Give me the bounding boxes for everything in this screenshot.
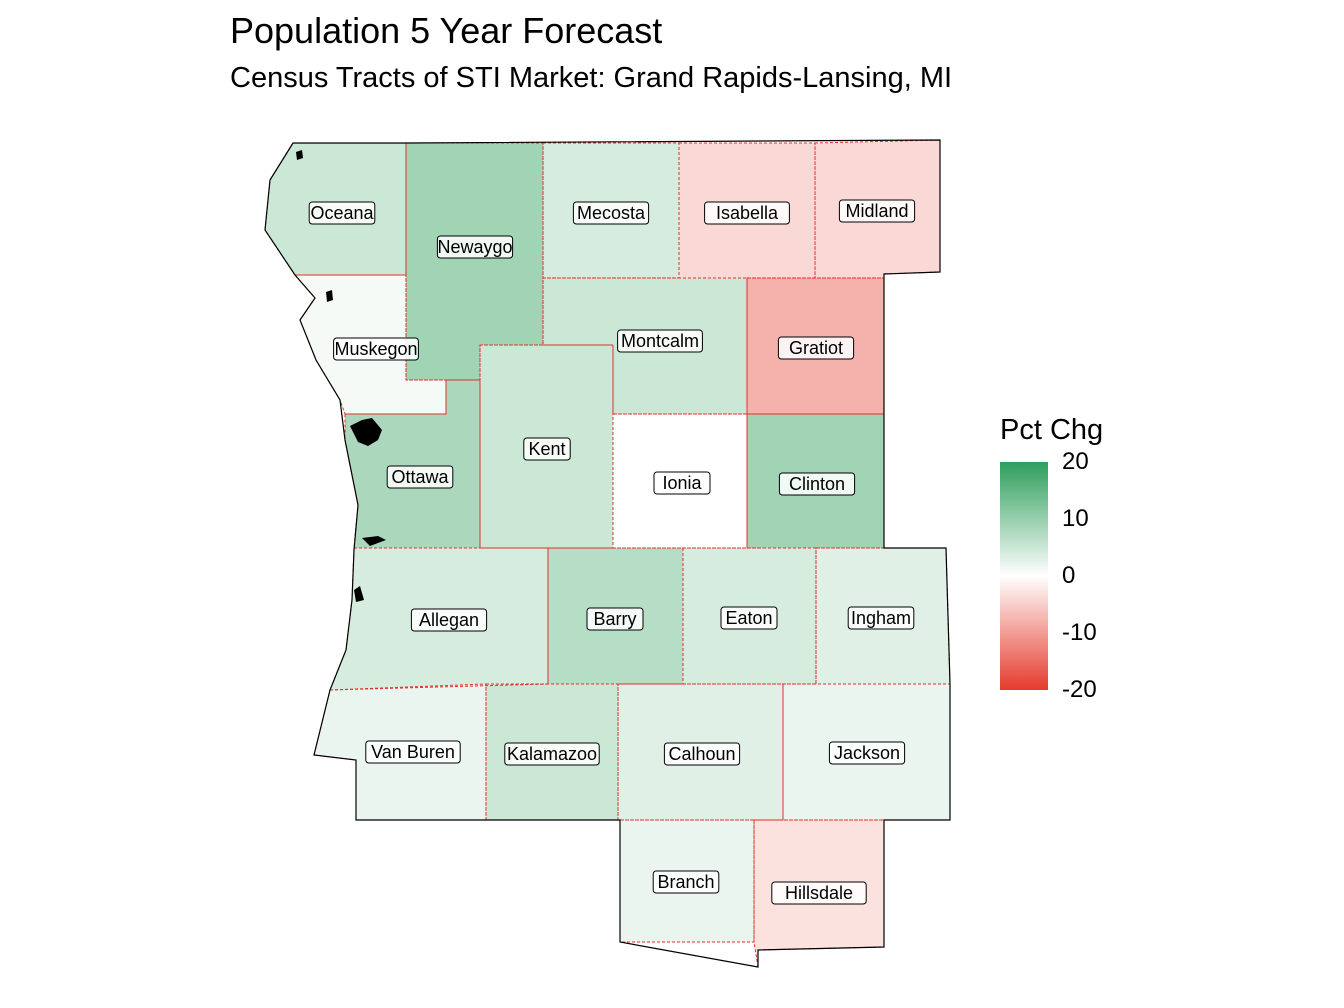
county-label-text: Eaton [725, 608, 772, 628]
county-label-text: Kalamazoo [507, 744, 597, 764]
county-label-text: Kent [528, 439, 565, 459]
county-label-text: Barry [593, 609, 636, 629]
county-label-hillsdale: Hillsdale [771, 881, 867, 905]
county-label-ottawa: Ottawa [386, 465, 454, 489]
county-fills [265, 140, 950, 967]
county-label-newaygo: Newaygo [436, 235, 514, 259]
county-label-box [828, 741, 906, 765]
legend-tick-label: 0 [1062, 562, 1076, 589]
county-label-text: Jackson [834, 743, 900, 763]
county-label-text: Van Buren [371, 742, 455, 762]
county-label-text: Branch [657, 872, 714, 892]
county-border-newaygo [405, 142, 544, 381]
legend-tick-label: -20 [1062, 676, 1097, 703]
county-label-branch: Branch [652, 870, 720, 894]
county-label-montcalm: Montcalm [617, 329, 703, 353]
county-label-text: Isabella [716, 203, 779, 223]
county-label-kent: Kent [523, 437, 571, 461]
county-label-box [771, 881, 867, 905]
county-label-box [778, 472, 856, 496]
county-label-box [436, 235, 514, 259]
map-title: Population 5 Year Forecast [230, 10, 663, 51]
county-label-box [386, 465, 454, 489]
county-label-text: Allegan [419, 610, 479, 630]
county-label-box [720, 606, 778, 630]
county-label-jackson: Jackson [828, 741, 906, 765]
county-label-text: Montcalm [621, 331, 699, 351]
county-label-kalamazoo: Kalamazoo [504, 742, 600, 766]
county-label-box [777, 336, 855, 360]
county-label-box [617, 329, 703, 353]
county-label-ionia: Ionia [653, 471, 711, 495]
map-subtitle: Census Tracts of STI Market: Grand Rapid… [230, 62, 953, 94]
county-label-box [410, 608, 488, 632]
county-label-box [523, 437, 571, 461]
county-label-oceana: Oceana [308, 201, 376, 225]
county-label-box [365, 740, 461, 764]
county-label-text: Ingham [851, 608, 911, 628]
legend-color-bar [1000, 462, 1048, 690]
county-label-van-buren: Van Buren [365, 740, 461, 764]
county-label-text: Ottawa [391, 467, 449, 487]
lakeshore-islands [296, 150, 386, 602]
county-label-clinton: Clinton [778, 472, 856, 496]
county-label-box [308, 201, 376, 225]
county-border-clinton [746, 413, 885, 549]
county-label-gratiot: Gratiot [777, 336, 855, 360]
county-label-box [847, 606, 915, 630]
legend-tick-label: 20 [1062, 448, 1089, 475]
county-label-box [333, 337, 419, 361]
legend-tick-label: 10 [1062, 505, 1089, 532]
legend-title: Pct Chg [1000, 414, 1104, 446]
county-label-ingham: Ingham [847, 606, 915, 630]
county-label-allegan: Allegan [410, 608, 488, 632]
county-ottawa [345, 380, 480, 548]
county-label-text: Gratiot [789, 338, 843, 358]
county-label-mecosta: Mecosta [572, 201, 650, 225]
county-label-eaton: Eaton [720, 606, 778, 630]
county-label-box [704, 201, 790, 225]
county-label-text: Calhoun [668, 744, 735, 764]
county-label-barry: Barry [586, 607, 644, 631]
county-label-text: Oceana [310, 203, 374, 223]
county-label-box [572, 201, 650, 225]
county-border-eaton [682, 547, 817, 685]
county-labels: Oceana Newaygo Mecosta Isabella Midland Muske… [308, 199, 916, 905]
county-label-box [504, 742, 600, 766]
county-label-midland: Midland [838, 199, 916, 223]
county-label-text: Clinton [789, 474, 845, 494]
county-label-box [586, 607, 644, 631]
county-label-muskegon: Muskegon [333, 337, 419, 361]
county-newaygo [406, 143, 543, 380]
county-label-text: Ionia [662, 473, 702, 493]
county-label-text: Muskegon [334, 339, 417, 359]
county-label-box [838, 199, 916, 223]
legend-tick-label: -10 [1062, 619, 1097, 646]
county-label-text: Midland [845, 201, 908, 221]
market-outline [264, 139, 951, 968]
county-label-box [663, 742, 741, 766]
county-label-text: Newaygo [437, 237, 512, 257]
county-label-text: Mecosta [577, 203, 646, 223]
county-label-text: Hillsdale [785, 883, 853, 903]
county-label-box [653, 471, 711, 495]
county-label-calhoun: Calhoun [663, 742, 741, 766]
county-label-isabella: Isabella [704, 201, 790, 225]
county-label-box [652, 870, 720, 894]
